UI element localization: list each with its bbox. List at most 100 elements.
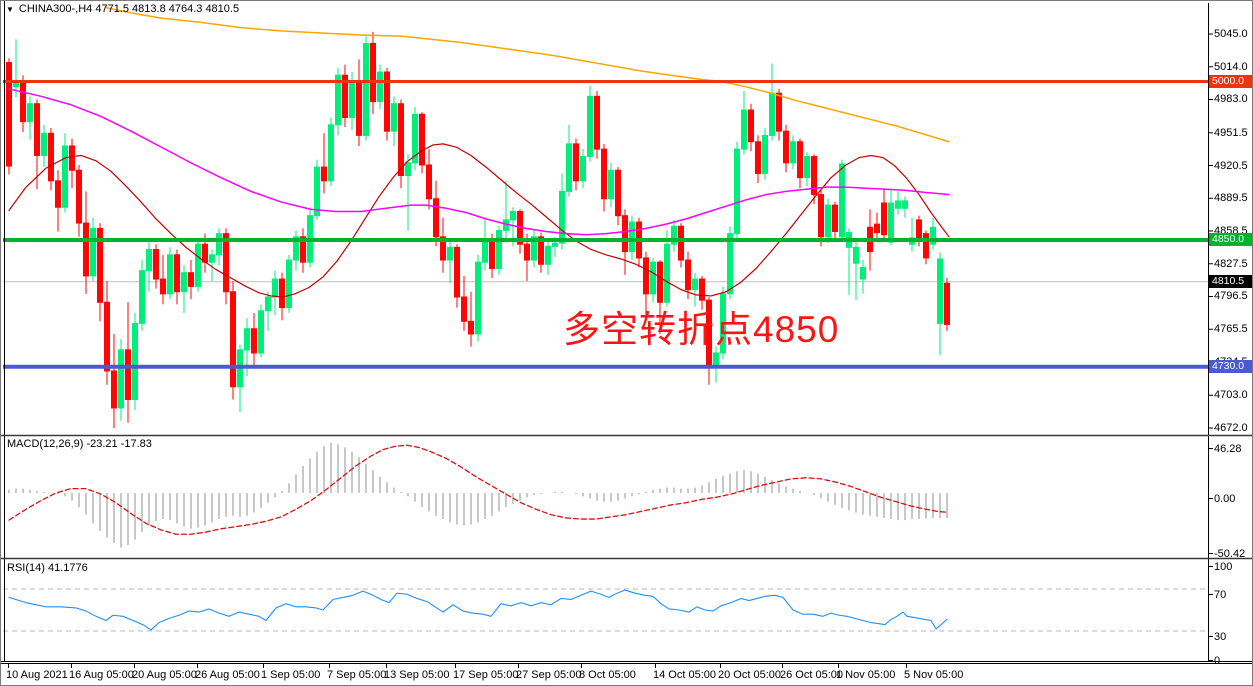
- candle-body: [433, 198, 439, 238]
- candle-body: [293, 236, 299, 261]
- time-axis-label: 26 Oct 05:00: [780, 669, 843, 681]
- rsi-tick-label: 100: [1214, 561, 1233, 573]
- candles-layer: [6, 31, 950, 428]
- candle-body: [489, 240, 495, 269]
- candle-body: [230, 291, 236, 388]
- candle-body: [398, 103, 404, 177]
- candle-body: [20, 82, 26, 123]
- candle-body: [6, 62, 12, 167]
- candle-body: [342, 74, 348, 118]
- price-tick-label: 4983.0: [1214, 93, 1248, 106]
- candle-body: [62, 145, 68, 208]
- price-tick-label: 5045.0: [1214, 28, 1248, 40]
- candle-body: [153, 248, 159, 280]
- candle-body: [671, 225, 677, 245]
- candle-body: [195, 243, 201, 287]
- time-axis-label: 1 Sep 05:00: [261, 669, 321, 681]
- candle-body: [594, 95, 600, 150]
- candle-body: [468, 320, 474, 335]
- candle-body: [377, 71, 383, 103]
- candle-body: [776, 92, 782, 132]
- candle-body: [139, 270, 145, 324]
- candle-body: [839, 163, 845, 238]
- candle-body: [664, 243, 670, 303]
- candle-body: [202, 243, 208, 263]
- candle-body: [314, 166, 320, 217]
- candle-body: [272, 278, 278, 298]
- candle-body: [916, 219, 922, 242]
- macd-tick-label: 46.28: [1214, 443, 1242, 455]
- candle-body: [321, 166, 327, 182]
- symbol-dropdown-icon[interactable]: ▼: [6, 4, 14, 14]
- candle-body: [55, 180, 61, 208]
- candle-body: [734, 148, 740, 235]
- time-axis-label: 20 Oct 05:00: [718, 669, 781, 681]
- price-tick-label: 4951.5: [1214, 126, 1248, 139]
- time-axis-label: 10 Aug 2021: [6, 669, 68, 681]
- candle-body: [825, 204, 831, 238]
- candle-body: [97, 227, 103, 303]
- price-tick-label: 4920.5: [1214, 159, 1248, 172]
- candle-body: [405, 162, 411, 177]
- candle-body: [286, 259, 292, 309]
- candle-body: [797, 141, 803, 179]
- time-axis-label: 5 Nov 05:00: [904, 669, 964, 681]
- price-tick-label: 4827.5: [1214, 257, 1248, 270]
- candle-body: [881, 202, 887, 236]
- candle-body: [874, 223, 880, 234]
- candle-body: [538, 236, 544, 265]
- candle-body: [440, 236, 446, 261]
- candle-body: [132, 322, 138, 400]
- time-axis-label: 16 Aug 05:00: [69, 669, 134, 681]
- time-axis-label: 26 Aug 05:00: [195, 669, 260, 681]
- candle-body: [118, 349, 124, 409]
- candle-body: [76, 169, 82, 224]
- chart-annotation-text: 多空转折点4850: [563, 309, 840, 350]
- candle-body: [412, 113, 418, 164]
- time-axis-label: 20 Aug 05:00: [132, 669, 197, 681]
- candle-body: [419, 113, 425, 166]
- rsi-tick-label: 30: [1214, 631, 1227, 643]
- candle-body: [930, 226, 936, 245]
- chart-title: CHINA300-,H4 4771.5 4813.8 4764.3 4810.5: [18, 3, 240, 15]
- rsi-tick-label: 0: [1214, 655, 1221, 667]
- candle-body: [160, 278, 166, 295]
- candle-body: [650, 261, 656, 295]
- candle-body: [244, 328, 250, 351]
- candle-body: [328, 124, 334, 182]
- candle-body: [356, 79, 362, 136]
- candle-body: [678, 225, 684, 261]
- price-tick-label: 5014.0: [1214, 60, 1248, 73]
- macd-layer: [8, 442, 948, 548]
- candle-body: [804, 156, 810, 179]
- candle-body: [209, 254, 215, 263]
- candle-body: [524, 243, 530, 261]
- ma-mid-line: [8, 88, 950, 236]
- candle-body: [629, 221, 635, 253]
- candle-body: [769, 92, 775, 136]
- candle-body: [48, 132, 54, 182]
- time-axis-label: 8 Oct 05:00: [579, 669, 636, 681]
- candle-body: [69, 145, 75, 171]
- candle-body: [447, 246, 453, 261]
- candle-body: [349, 79, 355, 118]
- time-axis-label: 13 Sep 05:00: [384, 669, 450, 681]
- candle-body: [461, 296, 467, 322]
- candle-body: [762, 134, 768, 174]
- candle-body: [34, 103, 40, 156]
- candle-body: [125, 349, 131, 400]
- candle-body: [657, 261, 663, 303]
- candle-body: [818, 194, 824, 238]
- price-badge: 4810.5: [1209, 274, 1252, 288]
- candle-body: [783, 130, 789, 164]
- candle-body: [391, 103, 397, 132]
- candle-body: [580, 156, 586, 182]
- candle-body: [454, 246, 460, 298]
- candle-body: [552, 242, 558, 247]
- candle-body: [937, 258, 943, 324]
- macd-tick-label: -50.42: [1214, 548, 1246, 560]
- candle-body: [167, 254, 173, 295]
- candle-body: [335, 74, 341, 126]
- macd-panel-label: MACD(12,26,9) -23.21 -17.83: [7, 438, 152, 450]
